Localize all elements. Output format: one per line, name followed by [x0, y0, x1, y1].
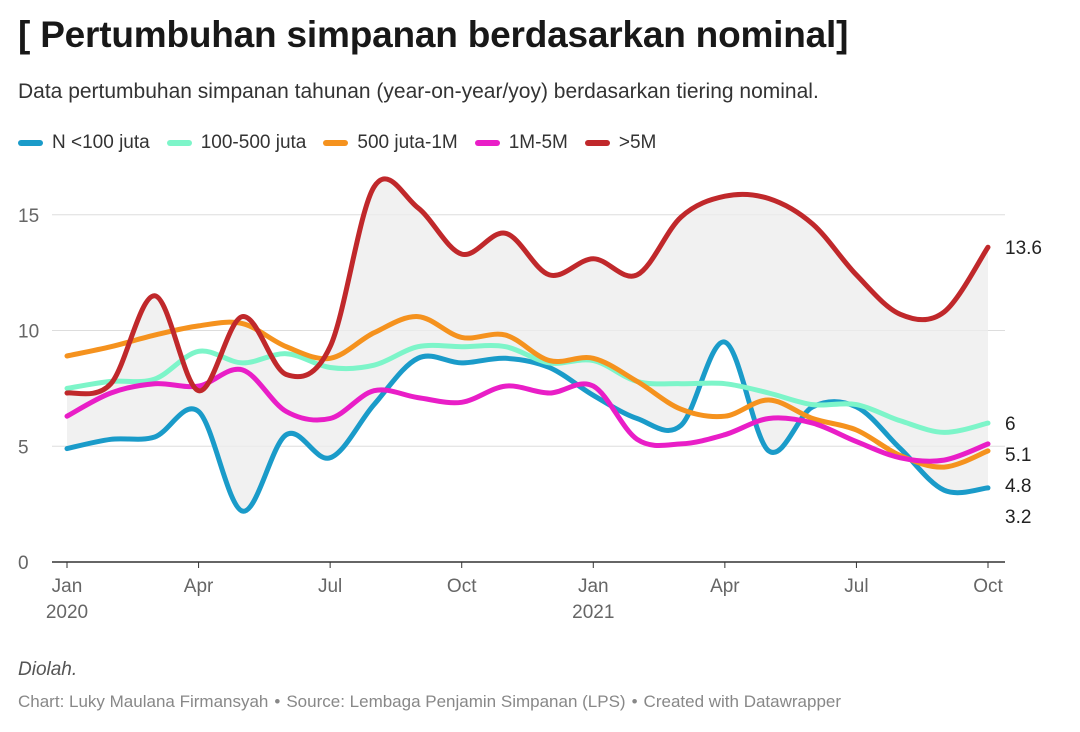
chart-footer: Chart: Luky Maulana Firmansyah • Source:… [18, 692, 841, 712]
legend-item: N <100 juta [18, 132, 150, 154]
series-line [64, 314, 991, 470]
chart-legend: N <100 juta 100-500 juta 500 juta-1M 1M-5M >… [18, 132, 673, 154]
series-end-label: 3.2 [1005, 507, 1031, 528]
x-tick-label: Jul [844, 576, 868, 597]
legend-swatch [323, 140, 349, 146]
legend-item: 100-500 juta [166, 132, 307, 154]
chart-note: Diolah. [18, 659, 78, 680]
line-chart: 0 5 10 15 Jan 2020 Apr Jul Oct Jan 2021 Apr Jul Oct 13… [18, 176, 1042, 623]
created-with-credit: Created with Datawrapper [643, 692, 842, 711]
legend-item: 1M-5M [474, 132, 568, 154]
chart-credit: Chart: Luky Maulana Firmansyah [18, 692, 269, 711]
legend-swatch [474, 140, 500, 146]
series-end-label: 13.6 [1005, 238, 1042, 259]
y-tick-label: 5 [18, 437, 29, 458]
footer-separator: • [631, 692, 638, 711]
chart-subtitle: Data pertumbuhan simpanan tahunan (year-… [18, 80, 819, 103]
x-tick-label: Oct [973, 576, 1003, 597]
legend-label: 100-500 juta [200, 132, 307, 153]
x-tick-label: Jan [52, 576, 83, 597]
series-end-label: 4.8 [1005, 476, 1031, 497]
x-tick-label: Jan [578, 576, 609, 597]
legend-label: >5M [618, 132, 657, 153]
series-end-label: 6 [1005, 414, 1016, 435]
series-line [64, 366, 991, 464]
y-tick-label: 10 [18, 322, 39, 343]
x-tick-label: Oct [447, 576, 477, 597]
legend-swatch [166, 140, 192, 146]
y-tick-label: 15 [18, 206, 39, 227]
legend-swatch [584, 140, 610, 146]
x-tick-year-label: 2020 [46, 602, 88, 623]
legend-item: >5M [584, 132, 657, 154]
legend-item: 500 juta-1M [323, 132, 458, 154]
source-credit: Source: Lembaga Penjamin Simpanan (LPS) [286, 692, 626, 711]
legend-label: 500 juta-1M [357, 132, 458, 153]
x-tick-label: Apr [710, 576, 740, 597]
legend-swatch [18, 140, 43, 146]
series-end-label: 5.1 [1005, 445, 1031, 466]
footer-separator: • [274, 692, 281, 711]
x-tick-label: Jul [318, 576, 342, 597]
legend-label: N <100 juta [52, 132, 150, 153]
x-tick-label: Apr [184, 576, 214, 597]
series-line [64, 176, 991, 397]
legend-label: 1M-5M [508, 132, 568, 153]
x-tick-year-label: 2021 [572, 602, 614, 623]
y-tick-label: 0 [18, 553, 29, 574]
chart-title: [ Pertumbuhan simpanan berdasarkan nomin… [18, 14, 849, 55]
